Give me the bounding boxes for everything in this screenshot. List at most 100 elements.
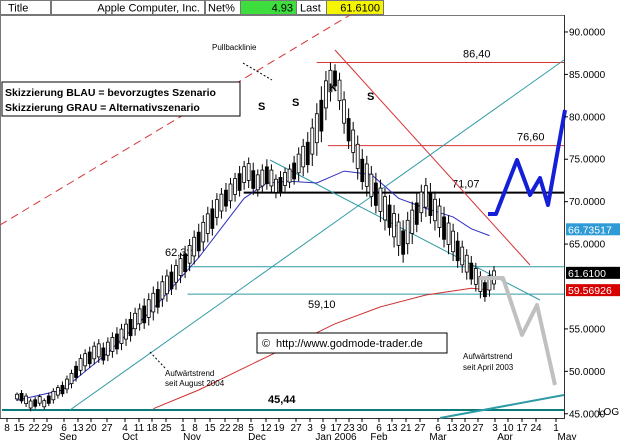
candle-body-22 bbox=[115, 333, 119, 350]
title-cell bbox=[0, 0, 51, 15]
candle-body-17 bbox=[92, 345, 97, 360]
candle-body-5 bbox=[37, 396, 42, 404]
candle-body-41 bbox=[201, 221, 206, 243]
legend-grey-text: Skizzierung GRAU = Alternativszenario bbox=[5, 102, 200, 114]
candle-body-34 bbox=[169, 271, 174, 290]
candle-body-81 bbox=[383, 196, 387, 221]
y-tick-label-7: 50.0000 bbox=[569, 367, 606, 378]
level-label-4: 59,10 bbox=[308, 299, 336, 311]
candle-body-87 bbox=[410, 209, 415, 234]
candle-body-33 bbox=[165, 275, 169, 295]
x-tick-label-26: 6 bbox=[376, 423, 382, 434]
y-tick-label-0: 90.0000 bbox=[569, 27, 606, 38]
x-tick-label-20: 27 bbox=[290, 423, 302, 434]
x-tick-label-31: 13 bbox=[446, 423, 458, 434]
candle-body-46 bbox=[224, 189, 228, 207]
head-label: K bbox=[329, 82, 337, 94]
candle-body-70 bbox=[333, 70, 337, 87]
candle-body-8 bbox=[51, 390, 56, 401]
candle-body-93 bbox=[437, 205, 442, 228]
x-tick-label-8: 4 bbox=[122, 423, 128, 434]
candle-body-44 bbox=[214, 199, 219, 218]
copyright-symbol: © bbox=[262, 338, 270, 350]
x-tick-label-23: 17 bbox=[330, 423, 342, 434]
candle-body-36 bbox=[178, 258, 183, 276]
level-label-2: 71,07 bbox=[452, 179, 480, 191]
x-tick-label-22: 9 bbox=[320, 423, 326, 434]
last-label: Last bbox=[300, 3, 321, 15]
candle-body-20 bbox=[105, 341, 110, 356]
candle-body-40 bbox=[196, 231, 201, 252]
x-tick-label-15: 22 bbox=[219, 423, 231, 434]
title-label: Title bbox=[8, 3, 28, 15]
candle-body-104 bbox=[487, 275, 492, 291]
x-month-label-1: Oct bbox=[122, 432, 138, 440]
x-tick-label-16: 28 bbox=[232, 423, 244, 434]
candle-body-89 bbox=[419, 191, 424, 214]
candle-body-74 bbox=[351, 129, 356, 153]
candle-body-28 bbox=[142, 305, 147, 324]
candle-body-99 bbox=[464, 254, 469, 273]
y-tick-label-2: 80.0000 bbox=[569, 112, 606, 123]
candle-body-78 bbox=[369, 173, 374, 197]
log-scale-label: LOG bbox=[598, 407, 619, 418]
netpct-label: Net% bbox=[208, 3, 235, 15]
candle-body-6 bbox=[42, 400, 47, 408]
level-label-1: 76,60 bbox=[517, 132, 545, 144]
candle-body-103 bbox=[483, 282, 487, 298]
x-tick-label-10: 18 bbox=[146, 423, 158, 434]
candle-body-45 bbox=[219, 193, 224, 212]
candle-body-94 bbox=[442, 216, 446, 240]
candle-body-73 bbox=[346, 118, 351, 142]
candle-body-3 bbox=[28, 400, 33, 409]
candle-body-42 bbox=[205, 213, 210, 234]
x-tick-label-35: 10 bbox=[502, 423, 514, 434]
candle-body-29 bbox=[146, 299, 151, 318]
x-tick-label-36: 17 bbox=[516, 423, 528, 434]
price-tag-label-1: 61.6100 bbox=[568, 268, 606, 280]
candle-body-55 bbox=[264, 166, 269, 185]
x-tick-label-17: 5 bbox=[248, 423, 254, 434]
candle-body-54 bbox=[260, 169, 265, 187]
candle-body-23 bbox=[119, 328, 124, 344]
candle-body-58 bbox=[278, 177, 283, 192]
candle-body-4 bbox=[33, 399, 38, 407]
candle-body-65 bbox=[310, 127, 315, 155]
x-tick-label-33: 27 bbox=[472, 423, 484, 434]
candle-body-10 bbox=[60, 384, 65, 395]
candle-body-82 bbox=[387, 204, 392, 228]
candle-body-13 bbox=[74, 365, 78, 378]
candle-body-25 bbox=[128, 318, 133, 337]
candle-body-52 bbox=[251, 170, 256, 189]
candle-body-11 bbox=[65, 378, 69, 390]
x-tick-label-2: 22 bbox=[28, 423, 40, 434]
candle-body-84 bbox=[396, 221, 401, 246]
header-bar: Title Apple Computer, Inc. Net% 4.93 Las… bbox=[0, 0, 621, 15]
candle-body-83 bbox=[392, 213, 396, 238]
trend-apr-line2: seit April 2003 bbox=[463, 363, 514, 372]
pullback-line bbox=[0, 14, 351, 226]
candle-body-72 bbox=[342, 99, 346, 124]
candle-body-30 bbox=[151, 292, 156, 313]
x-tick-label-4: 6 bbox=[61, 423, 67, 434]
candle-body-39 bbox=[192, 236, 197, 257]
x-tick-label-11: 25 bbox=[160, 423, 172, 434]
y-tick-label-3: 75.0000 bbox=[569, 155, 606, 166]
candle-body-75 bbox=[355, 143, 360, 169]
url-text: http://www.godmode-trader.de bbox=[276, 338, 423, 350]
candle-body-7 bbox=[46, 395, 51, 404]
candle-body-79 bbox=[373, 182, 378, 206]
candle-body-90 bbox=[423, 185, 428, 208]
candle-body-66 bbox=[314, 113, 319, 144]
x-tick-label-28: 21 bbox=[400, 423, 412, 434]
x-month-label-2: Nov bbox=[183, 432, 201, 440]
candle-body-92 bbox=[433, 198, 437, 222]
x-tick-label-5: 13 bbox=[72, 423, 84, 434]
candle-body-100 bbox=[469, 262, 474, 280]
price-tag-bg-2 bbox=[566, 284, 620, 297]
candle-body-67 bbox=[319, 99, 324, 132]
last-value: 61.6100 bbox=[340, 3, 380, 15]
candle-body-91 bbox=[428, 192, 433, 216]
last-value-cell bbox=[326, 0, 384, 15]
